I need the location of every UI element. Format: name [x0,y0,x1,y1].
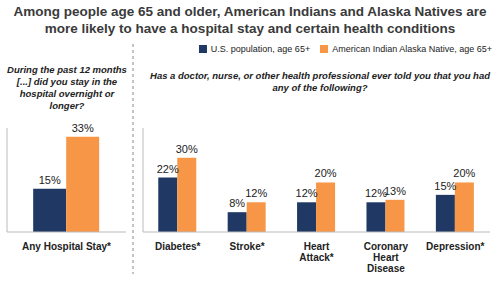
svg-text:CoronaryHeartDisease: CoronaryHeartDisease [364,241,409,272]
svg-text:20%: 20% [453,167,475,179]
svg-text:22%: 22% [157,163,179,175]
svg-text:12%: 12% [296,187,318,199]
svg-text:15%: 15% [39,174,61,186]
svg-text:12%: 12% [245,187,267,199]
html-text:Has a doctor, nurse, or other: Has a doctor, nurse, or other health pro… [150,70,490,93]
html-text:American Indian Alaska Native,: American Indian Alaska Native, age 65+ [332,44,492,54]
svg-text:Depression*: Depression* [426,241,484,252]
svg-text:Diabetes*: Diabetes* [155,241,201,252]
svg-text:30%: 30% [176,143,198,155]
svg-text:15%: 15% [434,180,456,192]
svg-text:12%: 12% [365,187,387,200]
svg-text:13%: 13% [384,185,406,197]
html-text:During the past 12 months [...: During the past 12 months [...] did you … [7,64,127,111]
svg-text:Stroke*: Stroke* [230,241,265,252]
svg-text:HeartAttack*: HeartAttack* [299,241,334,263]
html-text:U.S. population, age 65+: U.S. population, age 65+ [210,44,311,54]
svg-text:20%: 20% [315,167,337,179]
svg-text:Any Hospital Stay*: Any Hospital Stay* [22,241,111,252]
html-text:Among people age 65 and older,: Among people age 65 and older, American … [13,4,487,36]
svg-text:8%: 8% [229,197,245,209]
svg-text:33%: 33% [72,122,94,134]
